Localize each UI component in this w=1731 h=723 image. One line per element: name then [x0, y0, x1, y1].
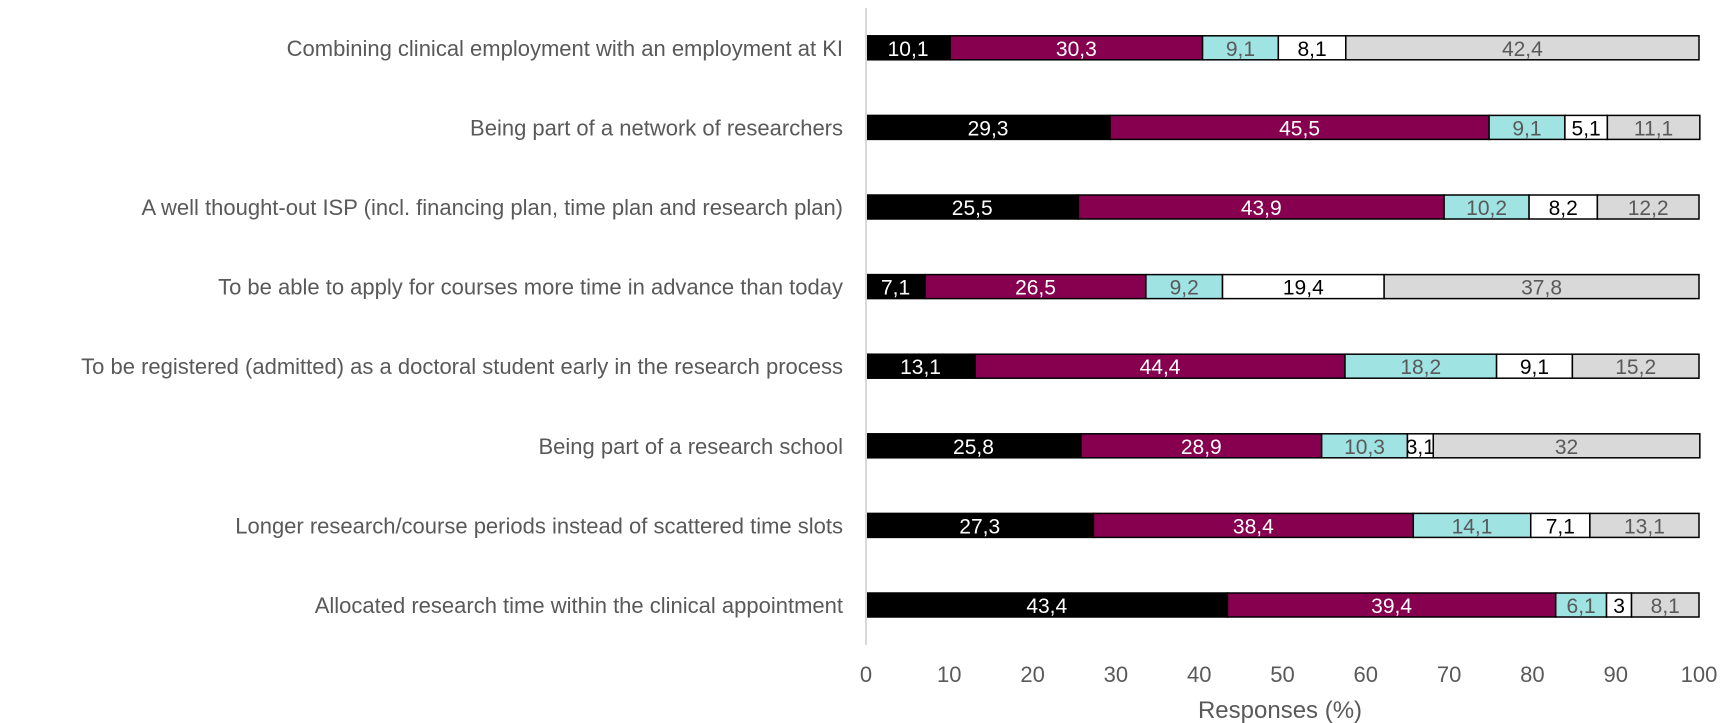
bar-segment	[1201, 35, 1280, 61]
x-axis-title: Responses (%)	[1198, 697, 1362, 723]
bar-segment	[1564, 114, 1609, 141]
data-label: 9,1	[1512, 117, 1541, 140]
bar-segment	[1320, 433, 1409, 459]
category-labels: Combining clinical employment with an em…	[81, 36, 843, 618]
bar-segment	[1554, 592, 1608, 618]
x-tick-label: 100	[1681, 662, 1718, 687]
bar-segment	[1443, 194, 1530, 220]
bar-segment	[1596, 194, 1700, 220]
bar-segment	[865, 592, 1229, 618]
category-label: To be registered (admitted) as a doctora…	[81, 354, 843, 379]
bar-segment	[1630, 592, 1700, 618]
data-label: 12,2	[1628, 197, 1669, 220]
data-label: 10,3	[1344, 436, 1385, 459]
category-label: To be able to apply for courses more tim…	[218, 275, 843, 300]
x-tick-labels: 0 10 20 30 40 50 60 70 80 90 100	[860, 662, 1717, 687]
bar-segment	[1226, 592, 1557, 618]
data-label: 44,4	[1140, 356, 1181, 379]
category-label: Longer research/course periods instead o…	[235, 513, 843, 538]
data-label: 3,1	[1406, 436, 1435, 459]
bar-segment	[1383, 273, 1700, 300]
data-label: 18,2	[1400, 356, 1441, 379]
data-label: 13,1	[900, 356, 941, 379]
data-label: 3	[1613, 595, 1625, 618]
x-tick-label: 60	[1354, 662, 1378, 687]
data-label: 6,1	[1567, 595, 1596, 618]
data-label: 11,1	[1634, 117, 1673, 140]
category-label: Being part of a network of researchers	[470, 115, 843, 140]
data-label: 45,5	[1279, 117, 1320, 140]
x-tick-label: 90	[1603, 662, 1627, 687]
data-label: 10,2	[1466, 197, 1507, 220]
x-tick-label: 70	[1437, 662, 1461, 687]
x-tick-label: 40	[1187, 662, 1211, 687]
data-label: 10,1	[888, 38, 929, 61]
data-label: 15,2	[1615, 356, 1656, 379]
bar-segment	[949, 35, 1204, 61]
bar-segment	[1589, 512, 1700, 539]
data-label: 26,5	[1015, 277, 1056, 300]
bar-segment	[1529, 512, 1591, 539]
data-label: 19,4	[1283, 277, 1324, 300]
data-label: 25,5	[952, 197, 993, 220]
bar-segment	[1345, 35, 1700, 61]
bar-segment	[924, 273, 1147, 300]
data-label: 9,2	[1170, 277, 1199, 300]
data-label: 14,1	[1452, 515, 1493, 538]
data-label: 7,1	[881, 277, 910, 300]
x-tick-label: 50	[1270, 662, 1294, 687]
data-label: 13,1	[1624, 515, 1665, 538]
data-label: 43,9	[1241, 197, 1282, 220]
data-label: 8,1	[1297, 38, 1326, 61]
data-label: 30,3	[1056, 38, 1097, 61]
bar-segment	[1080, 433, 1323, 459]
bar-segment	[865, 512, 1095, 539]
data-label: 29,3	[968, 117, 1009, 140]
data-label: 7,1	[1546, 515, 1575, 538]
category-label: Combining clinical employment with an em…	[287, 36, 843, 61]
data-label: 37,8	[1521, 277, 1562, 300]
data-label: 42,4	[1502, 38, 1543, 61]
category-label: Being part of a research school	[538, 434, 843, 459]
data-label: 25,8	[953, 436, 994, 459]
bar-segment	[1221, 273, 1385, 300]
bar-segment	[1109, 114, 1490, 141]
bar-segment	[1571, 353, 1700, 379]
data-label: 39,4	[1371, 595, 1412, 618]
bar-segment	[1606, 114, 1701, 141]
bar-segment	[974, 353, 1346, 379]
data-label: 38,4	[1233, 515, 1274, 538]
x-tick-label: 30	[1104, 662, 1128, 687]
bar-segment	[1344, 353, 1498, 379]
data-label: 8,1	[1651, 595, 1680, 618]
data-label: 8,2	[1549, 197, 1578, 220]
data-label: 5,1	[1572, 117, 1601, 140]
data-label: 9,1	[1520, 356, 1549, 379]
bar-segment	[1077, 194, 1445, 220]
data-label: 43,4	[1026, 595, 1067, 618]
data-label: 27,3	[959, 515, 1000, 538]
category-label: A well thought-out ISP (incl. financing …	[141, 195, 843, 220]
data-label: 32	[1555, 436, 1578, 459]
data-label: 9,1	[1226, 38, 1255, 61]
bar-segment	[1528, 194, 1599, 220]
bar-segment	[1488, 114, 1566, 141]
bar-segment	[1432, 433, 1701, 459]
x-tick-label: 0	[860, 662, 872, 687]
x-tick-label: 10	[937, 662, 961, 687]
x-tick-label: 20	[1020, 662, 1044, 687]
bars-group: 10,1 30,3 9,1 8,1 42,4 29,3 45,5 9,1 5,1 11,1 25,5…	[865, 35, 1701, 618]
data-label: 28,9	[1181, 436, 1222, 459]
category-label: Allocated research time within the clini…	[315, 593, 843, 618]
x-tick-label: 80	[1520, 662, 1544, 687]
